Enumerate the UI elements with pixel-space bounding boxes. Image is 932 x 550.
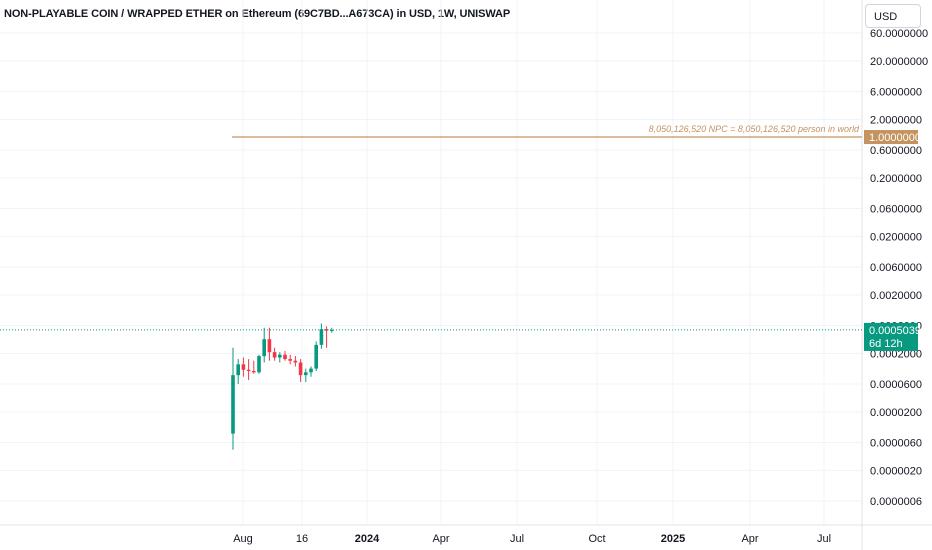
price-tick-label: 6.0000000 bbox=[870, 87, 922, 99]
candle-body bbox=[324, 329, 329, 331]
grid-lines bbox=[0, 0, 862, 525]
price-tick-label: 60.0000000 bbox=[870, 28, 928, 40]
candle-body bbox=[236, 364, 240, 376]
time-tick-label: Jul bbox=[817, 533, 831, 545]
time-tick-label: Apr bbox=[432, 533, 449, 545]
candle bbox=[252, 360, 256, 374]
candle-body bbox=[319, 329, 324, 345]
candle bbox=[236, 359, 240, 384]
candle bbox=[283, 350, 287, 361]
candle bbox=[278, 352, 282, 363]
price-tick-label: 0.6000000 bbox=[870, 145, 922, 157]
candle-body bbox=[246, 369, 251, 372]
candle bbox=[319, 323, 324, 349]
price-tick-label: 0.0060000 bbox=[870, 262, 922, 274]
last-price-label: 0.0005039 bbox=[869, 325, 921, 337]
candle-body bbox=[241, 364, 246, 370]
price-tick-label: 0.0000060 bbox=[870, 438, 922, 450]
candle-body bbox=[314, 344, 318, 369]
time-tick-label: Jul bbox=[510, 533, 524, 545]
candle bbox=[293, 356, 298, 367]
currency-button[interactable]: USD bbox=[865, 4, 921, 28]
candle-body bbox=[231, 375, 235, 434]
horizontal-line-annotation: 8,050,126,520 NPC = 8,050,126,520 person… bbox=[649, 124, 860, 134]
price-tick-label: 0.0000600 bbox=[870, 379, 922, 391]
candle-body bbox=[293, 360, 298, 363]
time-tick-label: Apr bbox=[741, 533, 758, 545]
candle bbox=[298, 359, 303, 382]
price-tick-label: 0.0000006 bbox=[870, 496, 922, 508]
candle bbox=[314, 341, 318, 372]
time-axis[interactable]: Aug 16 2024 Apr Jul Oct 2025 Apr Jul bbox=[233, 533, 831, 545]
candle bbox=[246, 359, 251, 381]
time-tick-label: Aug bbox=[233, 533, 253, 545]
price-tick-label: 2.0000000 bbox=[870, 114, 922, 126]
candle bbox=[288, 354, 292, 365]
candle-body bbox=[272, 352, 277, 358]
time-tick-label: 2024 bbox=[355, 533, 380, 545]
candle bbox=[267, 327, 272, 361]
candle-body bbox=[262, 339, 266, 357]
candle-body bbox=[304, 372, 308, 376]
last-price-badge bbox=[864, 322, 918, 351]
candle-body bbox=[309, 368, 313, 373]
candle bbox=[330, 327, 334, 333]
price-tick-label: 0.0000020 bbox=[870, 465, 922, 477]
candle bbox=[324, 326, 329, 348]
candles bbox=[231, 323, 334, 450]
price-tick-label: 0.0002000 bbox=[870, 348, 922, 360]
price-tick-label: 0.0000200 bbox=[870, 407, 922, 419]
candle bbox=[262, 327, 266, 363]
price-tick-label: 0.0600000 bbox=[870, 204, 922, 216]
candle bbox=[241, 357, 246, 377]
candle-body bbox=[257, 356, 261, 373]
price-tick-label: 0.0200000 bbox=[870, 231, 922, 243]
time-tick-label: Oct bbox=[588, 533, 605, 545]
candle bbox=[231, 347, 235, 450]
candle bbox=[309, 366, 313, 377]
candle-body bbox=[252, 371, 256, 373]
candle bbox=[272, 347, 277, 361]
chart-title: NON-PLAYABLE COIN / WRAPPED ETHER on Eth… bbox=[4, 8, 511, 20]
candle-body bbox=[267, 339, 272, 353]
horizontal-line-price-label: 1.0000000 bbox=[869, 132, 921, 144]
candle bbox=[257, 354, 261, 374]
candle bbox=[304, 368, 308, 382]
time-tick-label: 16 bbox=[296, 533, 308, 545]
candle-body bbox=[330, 329, 334, 331]
horizontal-line-drawing[interactable]: 8,050,126,520 NPC = 8,050,126,520 person… bbox=[232, 124, 921, 145]
candle-body bbox=[298, 362, 303, 376]
price-tick-label: 0.2000000 bbox=[870, 173, 922, 185]
candle-body bbox=[283, 354, 287, 360]
price-tick-label: 0.0020000 bbox=[870, 290, 922, 302]
candle-body bbox=[288, 359, 292, 361]
time-tick-label: 2025 bbox=[661, 533, 685, 545]
bar-countdown-label: 6d 12h bbox=[869, 338, 903, 350]
horizontal-line-price-badge bbox=[864, 130, 918, 145]
price-tick-label: 20.0000000 bbox=[870, 56, 928, 68]
candle-body bbox=[278, 354, 282, 358]
